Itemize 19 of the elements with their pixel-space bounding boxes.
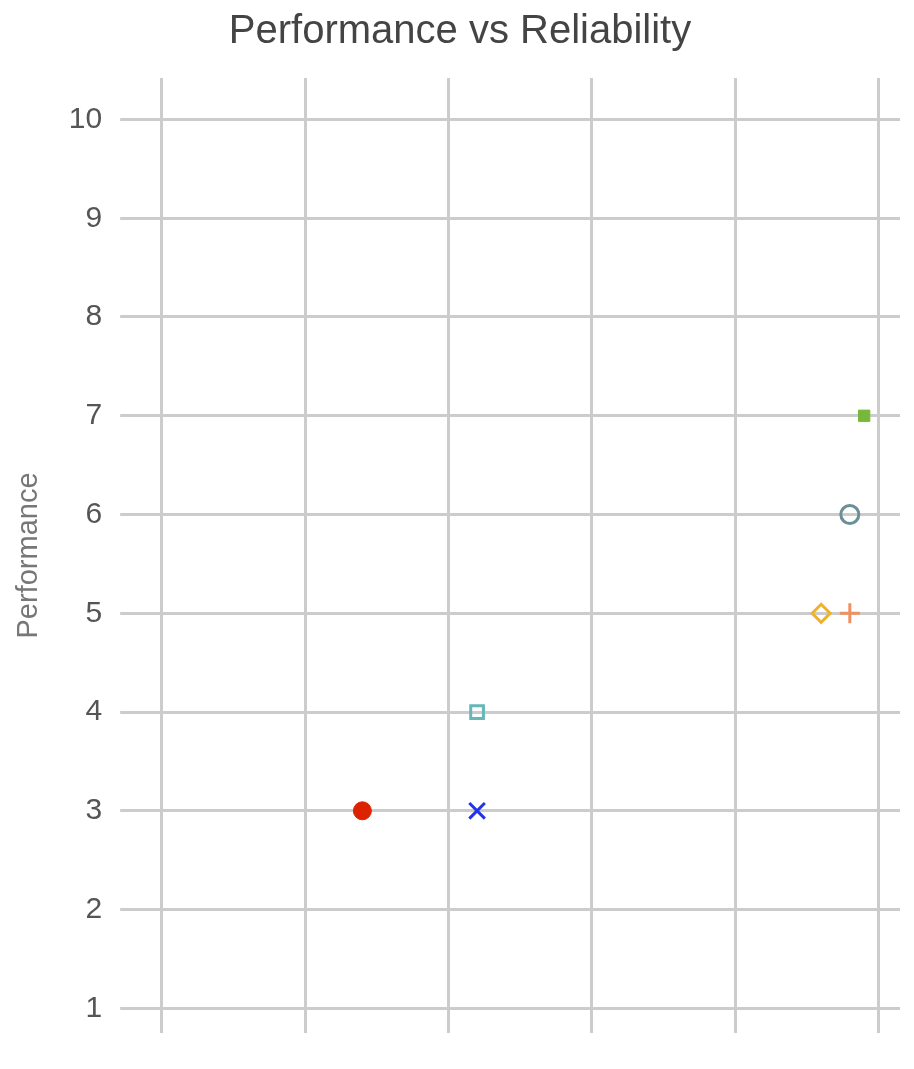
y-tick-label: 1	[85, 989, 103, 1023]
point	[352, 801, 372, 821]
point	[467, 801, 487, 821]
y-tick-label: 7	[85, 397, 103, 431]
point	[858, 409, 871, 422]
chart-title: Performance vs Reliability	[228, 7, 692, 52]
y-tick-label: 8	[85, 298, 103, 332]
point	[810, 602, 832, 624]
point	[469, 704, 485, 720]
y-tick-label: 10	[68, 100, 103, 134]
y-tick-label: 4	[85, 693, 103, 727]
y-tick-label: 5	[85, 594, 103, 628]
point	[839, 504, 861, 526]
y-tick-label: 6	[85, 495, 103, 529]
y-tick-label: 2	[85, 890, 103, 924]
y-axis-title: Performance	[11, 472, 44, 639]
y-tick-label: 9	[85, 199, 103, 233]
point	[838, 601, 862, 625]
y-tick-label: 3	[85, 792, 103, 826]
